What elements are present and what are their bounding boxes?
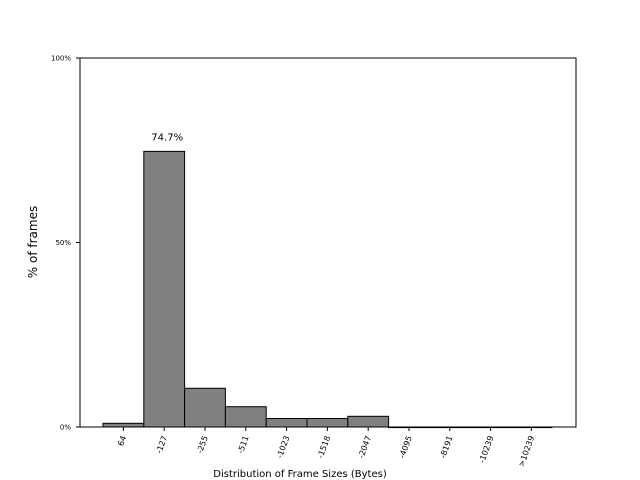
bar: [184, 387, 226, 428]
data-labels-group: 74.7%: [151, 132, 183, 143]
bar: [224, 406, 267, 428]
x-tick-label: >10239: [517, 435, 536, 468]
x-tick-label: -10239: [477, 435, 495, 465]
x-tick-label: -127: [154, 435, 169, 455]
bar: [102, 422, 145, 428]
x-tick-label: -511: [236, 435, 251, 455]
data-label: 74.7%: [151, 132, 183, 143]
x-axis-label: Distribution of Frame Sizes (Bytes): [213, 469, 387, 480]
x-tick-label: 64: [116, 435, 128, 448]
y-axis-label: % of frames: [26, 206, 40, 278]
bar: [143, 150, 186, 428]
x-tick-label: -1023: [275, 435, 291, 460]
x-tick-label: -255: [195, 435, 210, 455]
bar: [347, 415, 390, 428]
y-tick-label: 0%: [60, 424, 71, 432]
x-tick-label: -8191: [438, 435, 454, 460]
x-tick-label: -2047: [357, 435, 373, 460]
plot-frame: [79, 57, 577, 428]
x-tick-label: -4095: [397, 435, 413, 460]
y-tick-label: 50%: [55, 239, 71, 247]
bar: [265, 418, 308, 428]
bar: [306, 418, 349, 428]
y-tick-label: 100%: [51, 55, 71, 63]
x-tick-label: -1518: [316, 435, 332, 460]
y-ticks-group: 0% 50% 100%: [51, 55, 80, 432]
x-ticks-group: 64 -127 -255 -511 -1023 -1518 -2047 -4095 -8191 -…: [116, 427, 536, 468]
